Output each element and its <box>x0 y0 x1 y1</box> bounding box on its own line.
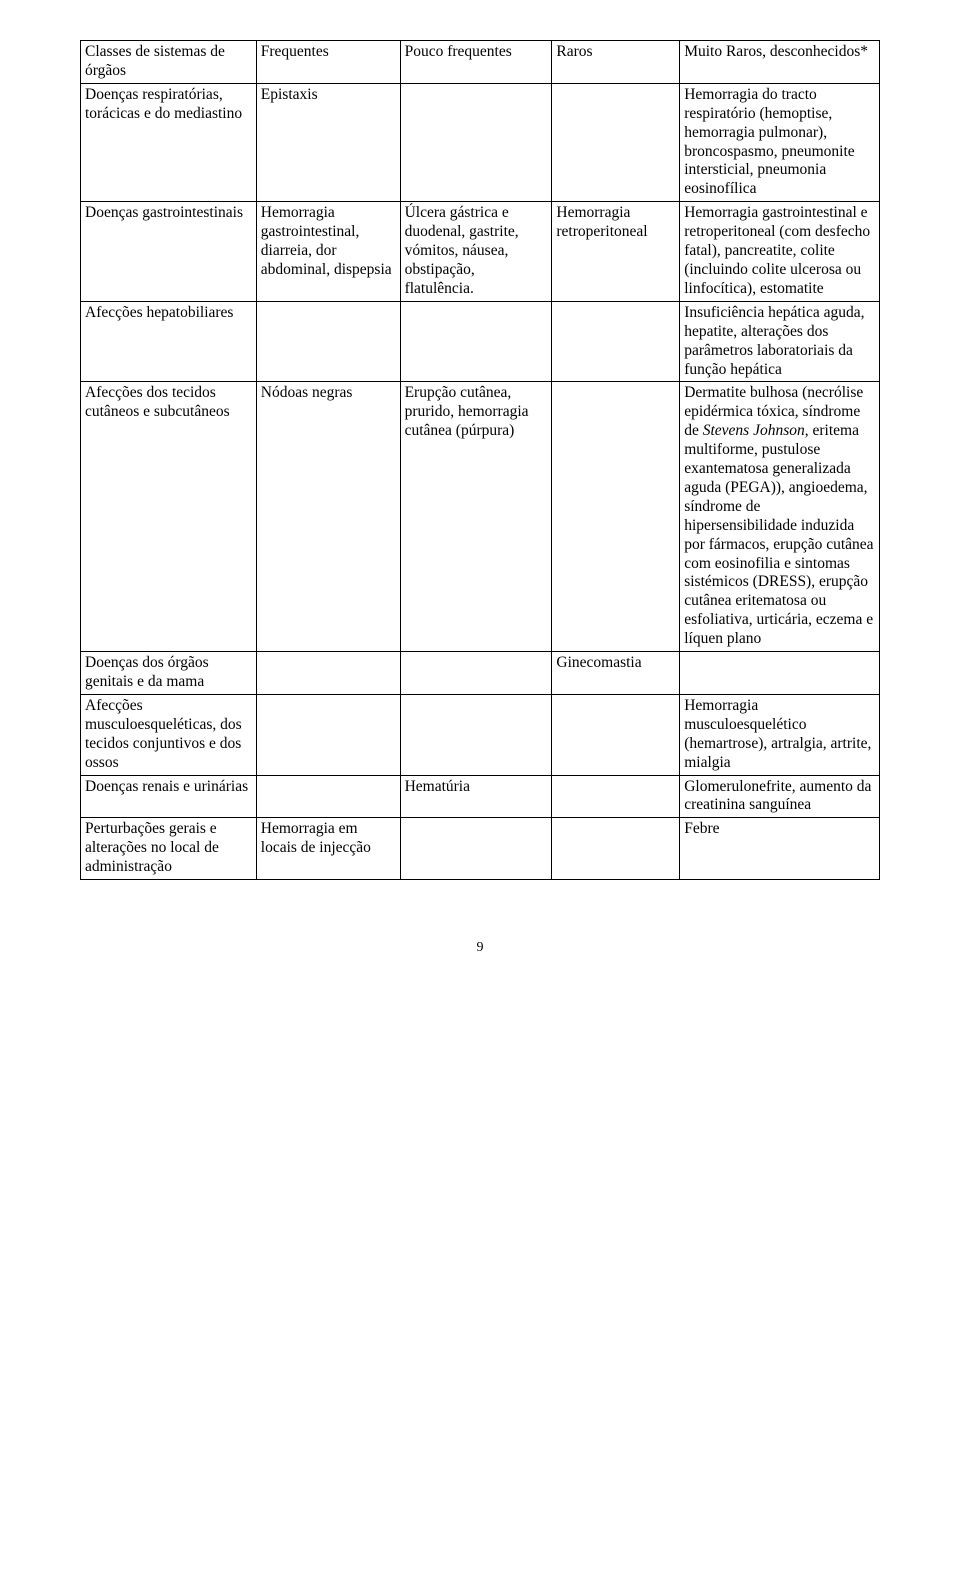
table-row: Afecções hepatobiliares Insuficiência he… <box>81 301 880 382</box>
cell <box>400 301 552 382</box>
cell: Hemorragia do tracto respiratório (hemop… <box>680 83 880 201</box>
cell <box>400 694 552 775</box>
cell <box>552 301 680 382</box>
cell <box>256 301 400 382</box>
cell: Úlcera gástrica e duodenal, gastrite, vó… <box>400 202 552 302</box>
table-row: Perturbações gerais e alterações no loca… <box>81 818 880 880</box>
adverse-events-table: Classes de sistemas de órgãos Frequentes… <box>80 40 880 880</box>
cell: Afecções hepatobiliares <box>81 301 257 382</box>
cell: Insuficiência hepática aguda, hepatite, … <box>680 301 880 382</box>
cell: Hematúria <box>400 775 552 818</box>
table-row: Doenças dos órgãos genitais e da mama Gi… <box>81 652 880 695</box>
cell <box>552 775 680 818</box>
cell: Glomerulonefrite, aumento da creatinina … <box>680 775 880 818</box>
page-number: 9 <box>80 940 880 956</box>
header-cell: Raros <box>552 41 680 84</box>
cell: Hemorragia retroperitoneal <box>552 202 680 302</box>
cell: Doenças renais e urinárias <box>81 775 257 818</box>
cell: Hemorragia em locais de injecção <box>256 818 400 880</box>
table-row: Doenças renais e urinárias Hematúria Glo… <box>81 775 880 818</box>
header-cell: Frequentes <box>256 41 400 84</box>
cell <box>256 652 400 695</box>
cell: Hemorragia gastrointestinal, diarreia, d… <box>256 202 400 302</box>
cell: Hemorragia musculoesquelético (hemartros… <box>680 694 880 775</box>
italic-span: Stevens Johnson <box>703 422 805 439</box>
cell <box>680 652 880 695</box>
cell: Nódoas negras <box>256 382 400 652</box>
cell: Doenças dos órgãos genitais e da mama <box>81 652 257 695</box>
cell: Erupção cutânea, prurido, hemorragia cut… <box>400 382 552 652</box>
cell <box>256 775 400 818</box>
cell <box>552 818 680 880</box>
cell-mixed: Dermatite bulhosa (necrólise epidérmica … <box>680 382 880 652</box>
header-cell: Muito Raros, desconhecidos* <box>680 41 880 84</box>
table-header-row: Classes de sistemas de órgãos Frequentes… <box>81 41 880 84</box>
document-page: Classes de sistemas de órgãos Frequentes… <box>0 0 960 986</box>
header-cell: Classes de sistemas de órgãos <box>81 41 257 84</box>
cell <box>552 83 680 201</box>
cell <box>552 382 680 652</box>
text-span: , eritema multiforme, pustulose exantema… <box>684 422 873 647</box>
header-cell: Pouco frequentes <box>400 41 552 84</box>
cell: Afecções musculoesqueléticas, dos tecido… <box>81 694 257 775</box>
table-row: Afecções dos tecidos cutâneos e subcutân… <box>81 382 880 652</box>
cell <box>400 818 552 880</box>
cell: Ginecomastia <box>552 652 680 695</box>
cell <box>400 652 552 695</box>
cell: Doenças respiratórias, torácicas e do me… <box>81 83 257 201</box>
table-row: Afecções musculoesqueléticas, dos tecido… <box>81 694 880 775</box>
cell <box>256 694 400 775</box>
cell: Hemorragia gastrointestinal e retroperit… <box>680 202 880 302</box>
cell: Afecções dos tecidos cutâneos e subcutân… <box>81 382 257 652</box>
table-row: Doenças respiratórias, torácicas e do me… <box>81 83 880 201</box>
table-row: Doenças gastrointestinais Hemorragia gas… <box>81 202 880 302</box>
cell <box>552 694 680 775</box>
cell: Febre <box>680 818 880 880</box>
cell <box>400 83 552 201</box>
cell: Epistaxis <box>256 83 400 201</box>
cell: Perturbações gerais e alterações no loca… <box>81 818 257 880</box>
cell: Doenças gastrointestinais <box>81 202 257 302</box>
